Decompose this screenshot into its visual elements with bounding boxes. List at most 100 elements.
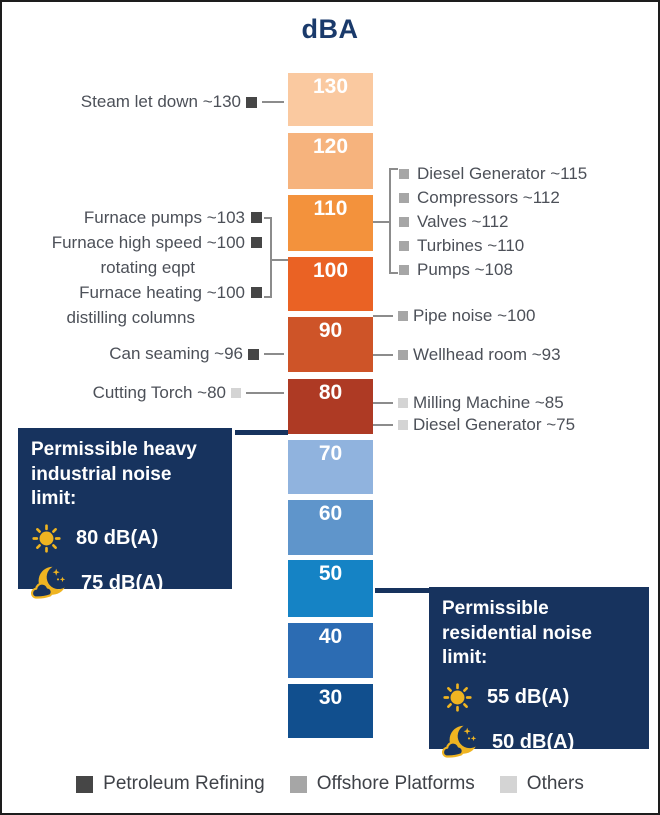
legend-item-others: Others <box>499 773 584 795</box>
annotation-valves: Valves ~112 <box>399 210 587 234</box>
annotation-label: Compressors ~112 <box>417 188 560 207</box>
dba-bar-70: 70 <box>288 440 373 494</box>
legend: Petroleum Refining Offshore Platforms Ot… <box>2 773 658 795</box>
category-marker-others <box>231 388 241 398</box>
bar-value-label: 110 <box>313 197 348 220</box>
category-marker-petroleum <box>251 212 262 223</box>
industrial-night-limit: 75 dB(A) <box>31 565 219 601</box>
dba-bar-90: 90 <box>288 317 373 372</box>
connector-line <box>270 259 288 261</box>
annotation-turbines: Turbines ~110 <box>399 234 587 258</box>
day-limit-value: 80 dB(A) <box>76 527 159 550</box>
connector-line <box>373 424 393 426</box>
annotation-furnace-high-speed: Furnace high speed ~100 <box>2 230 262 255</box>
legend-label: Petroleum Refining <box>103 773 265 794</box>
bar-value-label: 70 <box>318 442 343 465</box>
bracket-line <box>264 217 272 219</box>
legend-swatch-offshore <box>289 775 307 793</box>
annotation-milling-machine: Milling Machine ~85 <box>373 393 564 413</box>
connector-line <box>373 221 389 223</box>
annotation-label: rotating eqpt <box>100 257 195 277</box>
sun-icon <box>442 682 473 713</box>
annotation-label: Pumps ~108 <box>417 260 513 279</box>
annotation-wellhead-room: Wellhead room ~93 <box>373 345 561 365</box>
residential-limit-card: Permissible residential noise limit: 55 … <box>429 587 649 749</box>
annotation-label: Pipe noise ~100 <box>413 306 536 325</box>
legend-item-petroleum-refining: Petroleum Refining <box>76 773 265 795</box>
connector-line <box>373 315 393 317</box>
annotation-cutting-torch: Cutting Torch ~80 <box>93 383 284 403</box>
annotation-steam-let-down: Steam let down ~130 <box>81 92 284 112</box>
annotation-furnace-pumps: Furnace pumps ~103 <box>2 205 262 230</box>
bar-value-label: 130 <box>312 75 349 98</box>
annotation-offshore-group: Diesel Generator ~115 Compressors ~112 V… <box>399 162 587 282</box>
annotation-compressors: Compressors ~112 <box>399 186 587 210</box>
category-marker-offshore <box>399 169 409 179</box>
dba-bar-30: 30 <box>288 684 373 738</box>
legend-label: Offshore Platforms <box>316 773 475 794</box>
category-marker-petroleum <box>246 96 257 108</box>
annotation-label: distilling columns <box>66 307 196 327</box>
annotation-diesel-generator-115: Diesel Generator ~115 <box>399 162 587 186</box>
bracket-line <box>390 168 398 170</box>
connector-line <box>373 402 393 404</box>
bar-value-label: 50 <box>318 562 343 585</box>
annotation-label: Cutting Torch ~80 <box>92 383 226 402</box>
bracket-line <box>390 272 398 274</box>
bar-value-label: 80 <box>318 381 343 404</box>
annotation-pipe-noise: Pipe noise ~100 <box>373 306 535 326</box>
legend-label: Others <box>526 773 584 794</box>
category-marker-petroleum <box>251 237 262 248</box>
annotation-label: Diesel Generator ~75 <box>413 415 576 434</box>
day-limit-value: 55 dB(A) <box>487 686 570 709</box>
bar-value-label: 30 <box>318 686 343 709</box>
dba-bar-60: 60 <box>288 500 373 555</box>
annotation-label: Can seaming ~96 <box>109 344 243 363</box>
annotation-label: Wellhead room ~93 <box>413 345 561 364</box>
annotation-label: Steam let down ~130 <box>80 92 241 111</box>
industrial-limit-title: Permissible heavy industrial noise limit… <box>31 439 197 510</box>
annotation-pumps: Pumps ~108 <box>399 258 587 282</box>
dba-bar-50: 50 <box>288 560 373 617</box>
annotation-can-seaming: Can seaming ~96 <box>109 344 284 364</box>
chart-title: dBA <box>301 14 359 44</box>
category-marker-offshore <box>399 241 409 251</box>
category-marker-petroleum <box>248 348 259 360</box>
night-limit-value: 75 dB(A) <box>81 571 164 594</box>
residential-limit-title: Permissible residential noise limit: <box>442 598 592 669</box>
annotation-rotating-eqpt: rotating eqpt <box>2 255 262 280</box>
connector-line <box>264 353 284 355</box>
category-marker-offshore <box>399 193 409 203</box>
connector-line <box>262 101 284 103</box>
category-marker-petroleum <box>251 287 262 298</box>
dba-bar-100: 100 <box>288 257 373 311</box>
dba-bar-110: 110 <box>288 195 373 251</box>
category-marker-offshore <box>399 217 409 227</box>
bar-value-label: 40 <box>318 625 343 648</box>
bar-value-label: 90 <box>318 319 343 342</box>
residential-day-limit: 55 dB(A) <box>442 682 636 713</box>
industrial-limit-card: Permissible heavy industrial noise limit… <box>18 428 232 589</box>
annotation-label: Diesel Generator ~115 <box>417 164 588 183</box>
industrial-limit-connector <box>235 430 288 435</box>
annotation-furnace-heating: Furnace heating ~100 <box>2 280 262 305</box>
category-marker-others <box>398 420 408 430</box>
bar-value-label: 120 <box>312 135 349 158</box>
dba-bar-120: 120 <box>288 133 373 189</box>
dba-bar-130: 130 <box>288 73 373 126</box>
category-marker-offshore <box>398 311 408 321</box>
sun-icon <box>31 523 62 554</box>
annotation-distilling-columns: distilling columns <box>2 305 262 330</box>
category-marker-offshore <box>399 265 409 275</box>
bracket-line <box>270 217 272 298</box>
bracket-line <box>389 168 391 274</box>
moon-icon <box>442 724 478 760</box>
annotation-furnace-group: Furnace pumps ~103 Furnace high speed ~1… <box>2 205 262 330</box>
annotation-label: Furnace heating ~100 <box>79 282 245 302</box>
moon-icon <box>31 565 67 601</box>
bracket-line <box>264 296 272 298</box>
annotation-label: Furnace high speed ~100 <box>51 232 245 252</box>
annotation-label: Furnace pumps ~103 <box>83 207 245 227</box>
connector-line <box>246 392 284 394</box>
